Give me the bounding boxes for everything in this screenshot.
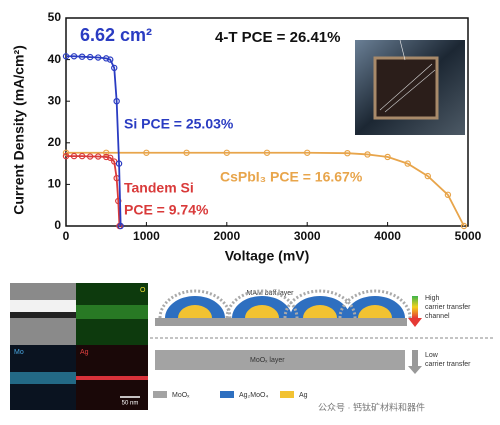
series-line xyxy=(66,151,465,227)
x-tick-label: 3000 xyxy=(294,229,321,243)
note: channel xyxy=(425,313,450,320)
point xyxy=(113,97,120,105)
point xyxy=(304,149,311,156)
inset-photo xyxy=(355,39,465,135)
y-tick-label: 50 xyxy=(48,10,62,24)
scale-label: 50 nm xyxy=(122,401,139,407)
point xyxy=(62,152,70,160)
map-label: Ag xyxy=(80,349,89,356)
point xyxy=(111,64,118,72)
y-tick-label: 40 xyxy=(48,52,62,66)
note: carrier transfer xyxy=(425,361,471,368)
y-tick-label: 20 xyxy=(48,135,62,149)
point xyxy=(70,152,78,160)
point xyxy=(78,53,86,60)
x-axis-label: Voltage (mV) xyxy=(225,248,310,264)
legend-label: MoOₓ xyxy=(172,392,190,399)
y-tick-label: 10 xyxy=(48,177,62,191)
chart: 0 1000 2000 3000 4000 5000 0 10 20 30 40 50 Voltage … xyxy=(11,10,482,264)
series-label: CsPbI₃ PCE = 16.67% xyxy=(220,169,363,185)
x-tick-label: 1000 xyxy=(133,229,160,243)
diagram: MAM buff layer High carrier transfer cha… xyxy=(150,289,495,412)
map-label: O xyxy=(140,287,146,294)
annotation: PCE = 9.74% xyxy=(124,202,209,218)
point xyxy=(70,53,78,60)
annotation: 4-T PCE = 26.41% xyxy=(215,29,340,46)
point xyxy=(384,153,391,161)
series-label: Si PCE = 25.03% xyxy=(124,116,234,132)
x-tick-label: 5000 xyxy=(455,229,482,243)
note: Low xyxy=(425,352,439,359)
y-axis-label: Current Density (mA/cm²) xyxy=(11,45,27,215)
point xyxy=(102,153,110,161)
y-tick-label: 0 xyxy=(54,218,61,232)
point xyxy=(263,149,271,156)
point xyxy=(102,149,110,156)
point xyxy=(117,222,124,230)
point xyxy=(183,149,190,156)
point xyxy=(86,53,94,61)
point xyxy=(344,149,351,157)
point xyxy=(107,56,114,63)
layer-label: MoOₓ layer xyxy=(250,357,285,364)
series-line xyxy=(66,155,121,227)
point xyxy=(107,154,114,161)
map-label: Mo xyxy=(14,349,24,356)
legend-label: Ag₂MoO₄ xyxy=(239,392,268,399)
x-tick-label: 2000 xyxy=(213,229,240,243)
point xyxy=(94,153,102,160)
y-tick-label: 30 xyxy=(48,93,62,107)
point xyxy=(364,151,371,158)
plot-frame xyxy=(65,17,469,227)
point xyxy=(78,152,86,160)
point xyxy=(62,53,70,60)
legend-label: Ag xyxy=(299,392,308,399)
point xyxy=(94,54,102,61)
series-line xyxy=(66,55,122,227)
point xyxy=(223,149,230,156)
x-tick-label: 4000 xyxy=(374,229,401,243)
note: High xyxy=(425,295,440,302)
point xyxy=(444,191,452,198)
series-label: Tandem Si xyxy=(124,180,194,196)
point xyxy=(102,55,110,62)
note: carrier transfer xyxy=(425,304,471,311)
micrograph: O Mo Ag 50 nm xyxy=(10,283,148,410)
watermark: 公众号 · 钙钛矿材料和器件 xyxy=(318,401,425,412)
point xyxy=(404,160,411,167)
point xyxy=(143,149,150,156)
point xyxy=(115,160,123,167)
point xyxy=(86,153,94,160)
point xyxy=(424,172,431,180)
layer-label: MAM buff layer xyxy=(247,290,295,297)
point xyxy=(460,222,468,230)
x-tick-label: 0 xyxy=(63,229,70,243)
annotation: 6.62 cm² xyxy=(80,25,152,45)
